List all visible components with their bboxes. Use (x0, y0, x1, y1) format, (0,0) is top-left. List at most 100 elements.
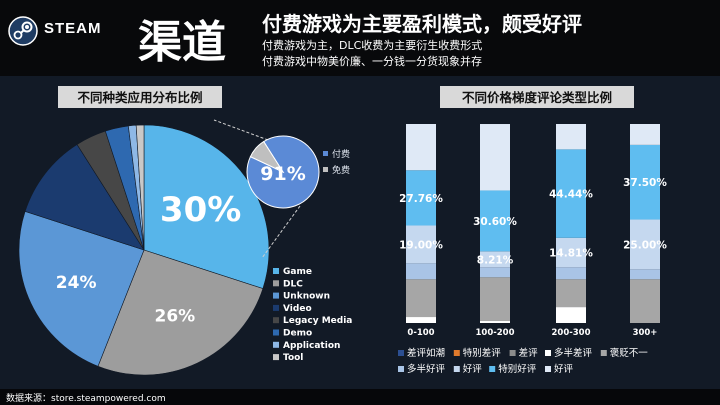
bar-segment (556, 279, 586, 308)
bar-segment (406, 225, 436, 264)
inset-data-label: 91% (260, 163, 305, 185)
stacked-bar-chart: 不同价格梯度评论类型比例 0-100 100-200 200-300 300+ 19.0… (398, 86, 667, 375)
bar-legend-swatch (489, 366, 496, 372)
pie-data-label: 24% (56, 273, 97, 293)
inset-legend-swatch (323, 151, 328, 156)
bar-segment (480, 277, 510, 322)
pie-slice-game (143, 124, 270, 290)
page-title: 渠道 (138, 17, 226, 68)
bar-title: 不同价格梯度评论类型比例 (462, 90, 612, 105)
bar-legend-label: 多半差评 (554, 347, 593, 359)
footer: 数据来源：store.steampowered.com (0, 389, 720, 405)
pie-legend-label: Video (283, 304, 312, 314)
bar-legend-label: 特别差评 (463, 347, 502, 359)
bar-title-box (440, 86, 634, 108)
bar-segment (630, 144, 660, 220)
pie-legend-swatch (273, 317, 279, 324)
pie-legend-label: DLC (283, 279, 303, 289)
pie-legend-label: Demo (283, 329, 312, 339)
segment-value-label: 44.44% (549, 189, 593, 201)
bar-segment (480, 124, 510, 191)
pie-legend-swatch (273, 304, 279, 311)
bar-legend-swatch (398, 350, 404, 356)
brand-name: STEAM (44, 20, 102, 37)
bar-legend-label: 特别好评 (498, 363, 537, 375)
inset-slice-0 (246, 135, 320, 209)
bar-legend-label: 多半好评 (407, 363, 446, 375)
bar-legend-label: 差评如潮 (407, 347, 445, 359)
bar-segment (556, 149, 586, 238)
bar-segment (406, 317, 436, 323)
segment-value-label: 25.00% (623, 239, 667, 251)
bar-legend-swatch (453, 366, 460, 372)
x-tick-label: 0-100 (407, 328, 434, 338)
bar-segment (556, 267, 586, 280)
bar-legend-swatch (545, 366, 551, 372)
inset-legend-label: 付费 (332, 148, 350, 160)
pie-legend-label: Game (283, 267, 312, 277)
bar-segment (556, 307, 586, 323)
bar-segment (406, 263, 436, 280)
inset-connector (213, 119, 269, 141)
bar-segment (480, 321, 510, 323)
pie-legend-swatch (273, 268, 279, 274)
bar-segment (630, 124, 660, 145)
segment-value-label: 27.76% (399, 193, 443, 205)
segment-value-label: 8.21% (477, 254, 514, 266)
bar-segment (480, 267, 510, 278)
pie-legend-swatch (273, 354, 279, 361)
bar-segment (480, 251, 510, 268)
pie-legend-swatch (273, 280, 279, 287)
bar-segment (406, 124, 436, 171)
segment-value-label: 37.50% (623, 177, 667, 189)
bar-segment (406, 170, 436, 226)
bar-segment (480, 190, 510, 252)
bar-legend-label: 褒贬不一 (610, 347, 649, 359)
bar-segment (630, 269, 660, 280)
steam-logo-icon (8, 16, 38, 46)
subheadline-1: 付费游戏为主，DLC收费为主要衍生收费形式 (262, 39, 483, 52)
bar-segment (556, 237, 586, 268)
x-tick-label: 100-200 (475, 328, 514, 338)
bar-legend-swatch (509, 350, 516, 356)
pie-legend-swatch (273, 341, 279, 348)
pie-title: 不同种类应用分布比例 (77, 90, 202, 105)
bar-legend-label: 好评 (463, 363, 483, 375)
x-tick-label: 200-300 (551, 328, 590, 338)
inset-slice-1 (249, 140, 285, 174)
inset-legend-swatch (323, 167, 328, 172)
segment-value-label: 14.81% (549, 248, 593, 260)
bar-segment (556, 124, 586, 150)
pie-data-label: 30% (160, 190, 241, 230)
pie-data-label: 26% (155, 307, 196, 327)
source-note: 数据来源：store.steampowered.com (6, 394, 166, 404)
bar-segment (630, 279, 660, 323)
pie-slice-video (24, 144, 145, 251)
pie-legend-label: Tool (283, 353, 303, 363)
x-tick-label: 300+ (633, 328, 658, 338)
pie-legend-swatch (273, 292, 279, 299)
bar-segment (630, 219, 660, 270)
segment-value-label: 30.60% (473, 216, 517, 228)
pie-slice-dlc (97, 249, 264, 376)
bar-legend-swatch (600, 350, 607, 356)
bar-legend-label: 好评 (554, 363, 574, 375)
headline: 付费游戏为主要盈利模式，颇受好评 (262, 12, 582, 36)
pie-slice-unknown (18, 210, 145, 367)
segment-value-label: 19.00% (399, 239, 443, 251)
pie-legend-swatch (273, 329, 279, 336)
pie-legend-label: Unknown (283, 292, 330, 302)
pie-legend-label: Legacy Media (283, 316, 352, 326)
pie-title-box (58, 86, 222, 108)
bar-legend-swatch (453, 350, 460, 356)
inset-legend-label: 免费 (332, 164, 350, 176)
pie-slice-tool (135, 124, 145, 251)
bar-segment (406, 279, 436, 318)
pie-legend-label: Application (283, 341, 340, 351)
inset-connector (261, 205, 301, 259)
bar-legend-label: 差评 (519, 347, 539, 359)
bar-legend-swatch (398, 366, 404, 372)
